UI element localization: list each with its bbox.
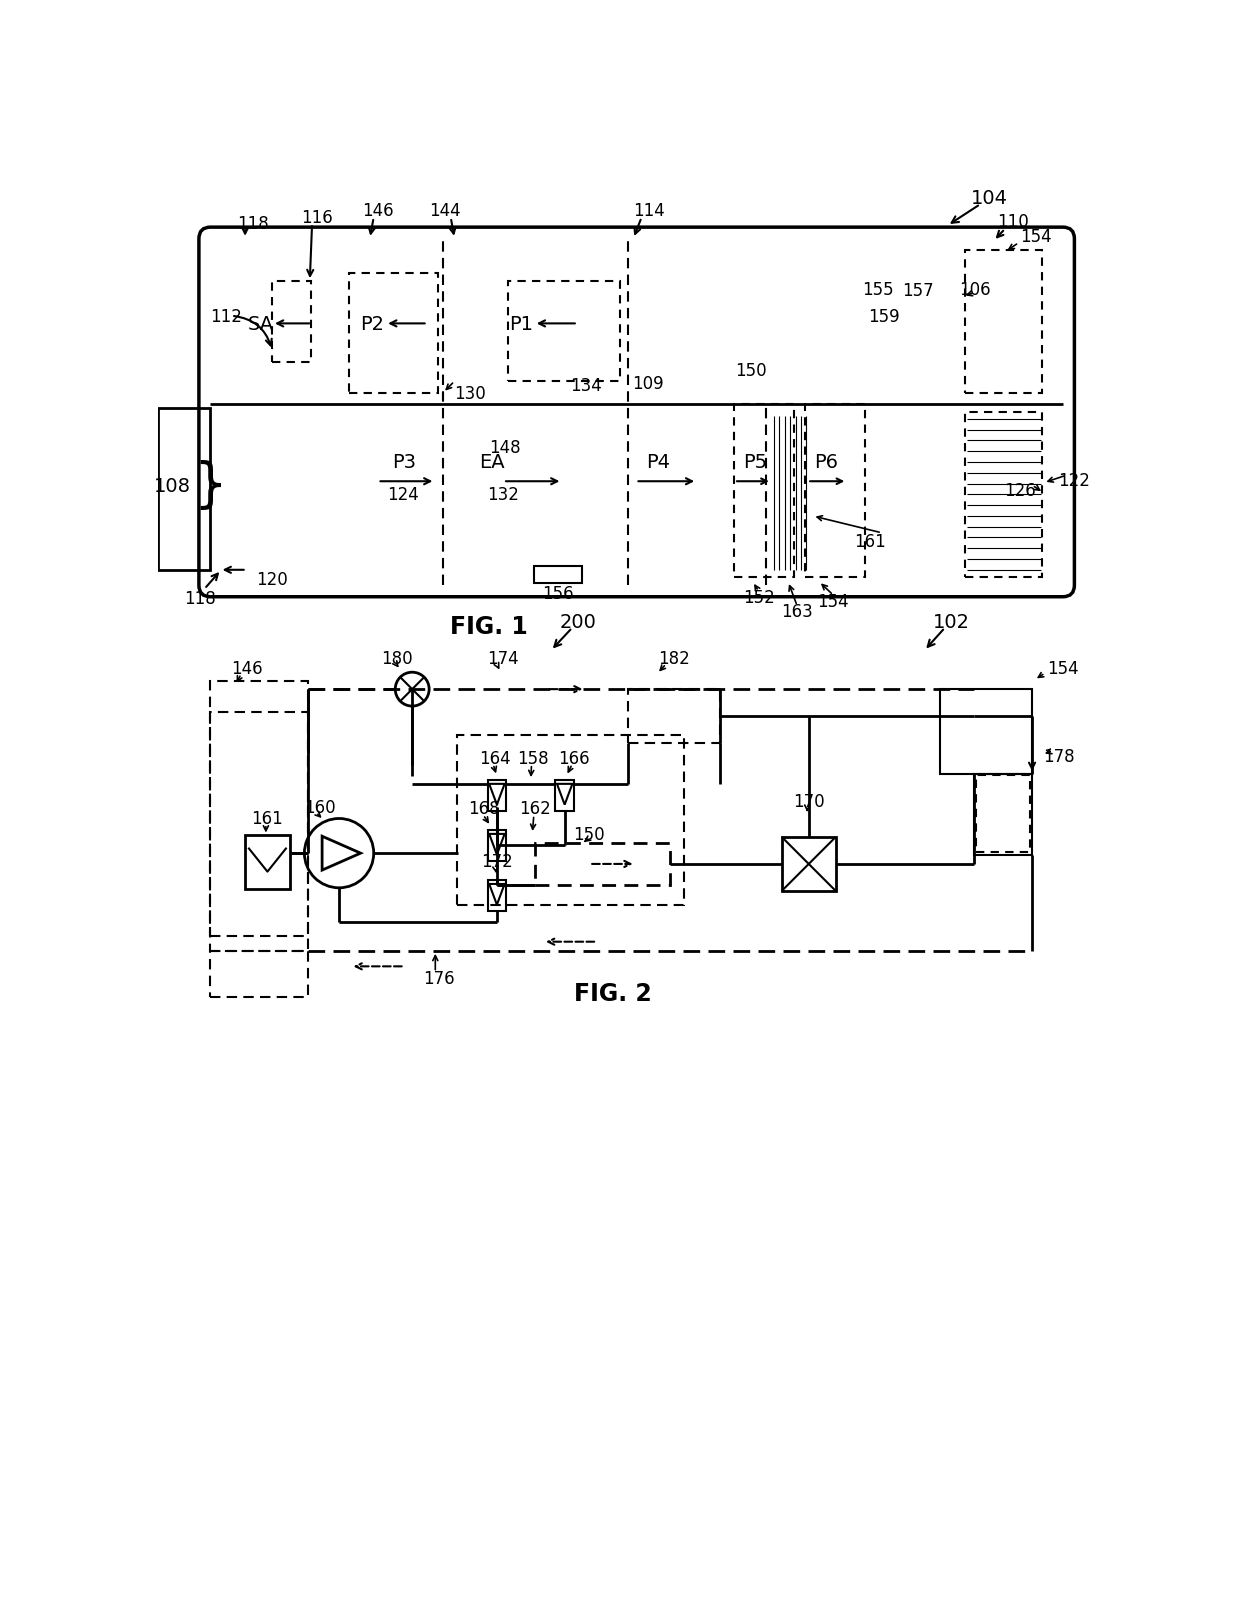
Text: 124: 124 <box>387 486 419 504</box>
Text: 174: 174 <box>487 650 518 668</box>
Text: 110: 110 <box>997 213 1029 231</box>
Text: 200: 200 <box>559 613 596 631</box>
Text: 150: 150 <box>573 825 605 843</box>
Text: 161: 161 <box>252 811 283 828</box>
Text: 172: 172 <box>481 852 513 870</box>
Text: 108: 108 <box>154 477 191 496</box>
Text: 134: 134 <box>570 377 601 395</box>
Bar <box>805 404 866 578</box>
Text: P4: P4 <box>646 453 671 472</box>
Text: 118: 118 <box>237 215 269 233</box>
Bar <box>211 952 309 998</box>
Text: 106: 106 <box>959 281 991 299</box>
Bar <box>536 844 670 886</box>
Bar <box>211 713 309 952</box>
Text: }: } <box>193 459 227 512</box>
Bar <box>627 690 720 743</box>
Text: 163: 163 <box>781 602 813 620</box>
Text: 182: 182 <box>658 650 689 668</box>
Text: SA: SA <box>248 315 274 334</box>
Text: 150: 150 <box>735 361 766 379</box>
Text: FIG. 1: FIG. 1 <box>450 615 528 639</box>
Text: 162: 162 <box>520 799 552 819</box>
Text: 146: 146 <box>362 202 393 220</box>
Bar <box>781 838 836 891</box>
Text: 176: 176 <box>423 969 455 987</box>
Bar <box>246 836 290 889</box>
Text: 154: 154 <box>1048 660 1079 677</box>
Text: 157: 157 <box>903 282 934 300</box>
Text: P5: P5 <box>743 453 766 472</box>
Bar <box>508 282 620 382</box>
Bar <box>965 412 1042 578</box>
Bar <box>487 830 506 862</box>
Text: 109: 109 <box>631 374 663 393</box>
Bar <box>965 250 1042 393</box>
Text: 114: 114 <box>634 202 665 220</box>
Text: 146: 146 <box>231 660 263 677</box>
Text: 155: 155 <box>862 281 894 299</box>
Bar <box>556 780 574 811</box>
Bar <box>272 282 310 363</box>
Text: 168: 168 <box>467 799 500 819</box>
Text: FIG. 2: FIG. 2 <box>574 982 651 1006</box>
Text: P6: P6 <box>813 453 838 472</box>
Text: 126: 126 <box>1004 482 1037 501</box>
Bar <box>734 404 794 578</box>
Text: 159: 159 <box>868 308 900 326</box>
Text: 160: 160 <box>304 798 336 817</box>
Text: 102: 102 <box>932 613 970 631</box>
Bar <box>976 775 1029 852</box>
Text: 120: 120 <box>257 571 288 589</box>
Bar <box>940 690 1032 774</box>
Text: 112: 112 <box>210 308 242 326</box>
Bar <box>975 774 1032 855</box>
Text: P2: P2 <box>360 315 384 334</box>
Text: 132: 132 <box>487 486 520 504</box>
Text: 148: 148 <box>489 438 521 456</box>
Text: 161: 161 <box>854 533 887 551</box>
Bar <box>211 682 309 936</box>
Text: 116: 116 <box>301 209 332 226</box>
Bar <box>487 780 506 811</box>
Text: 156: 156 <box>542 584 574 602</box>
Text: 158: 158 <box>517 750 549 767</box>
Text: 118: 118 <box>185 591 216 608</box>
Text: 154: 154 <box>817 592 849 610</box>
Text: 164: 164 <box>480 750 511 767</box>
Text: 154: 154 <box>1021 228 1052 246</box>
Text: 166: 166 <box>558 750 590 767</box>
Bar <box>534 567 582 584</box>
Text: 144: 144 <box>429 202 460 220</box>
Text: 178: 178 <box>1043 748 1075 766</box>
Text: P1: P1 <box>510 315 533 334</box>
Bar <box>456 735 684 905</box>
Text: P3: P3 <box>393 453 417 472</box>
Text: EA: EA <box>479 453 505 472</box>
Text: 104: 104 <box>971 189 1008 209</box>
Bar <box>159 409 211 570</box>
Text: 180: 180 <box>381 650 413 668</box>
Text: 152: 152 <box>743 589 775 607</box>
Bar <box>350 274 438 393</box>
Text: 170: 170 <box>792 793 825 811</box>
Text: 122: 122 <box>1059 472 1090 490</box>
Bar <box>487 881 506 912</box>
Text: 130: 130 <box>455 385 486 403</box>
